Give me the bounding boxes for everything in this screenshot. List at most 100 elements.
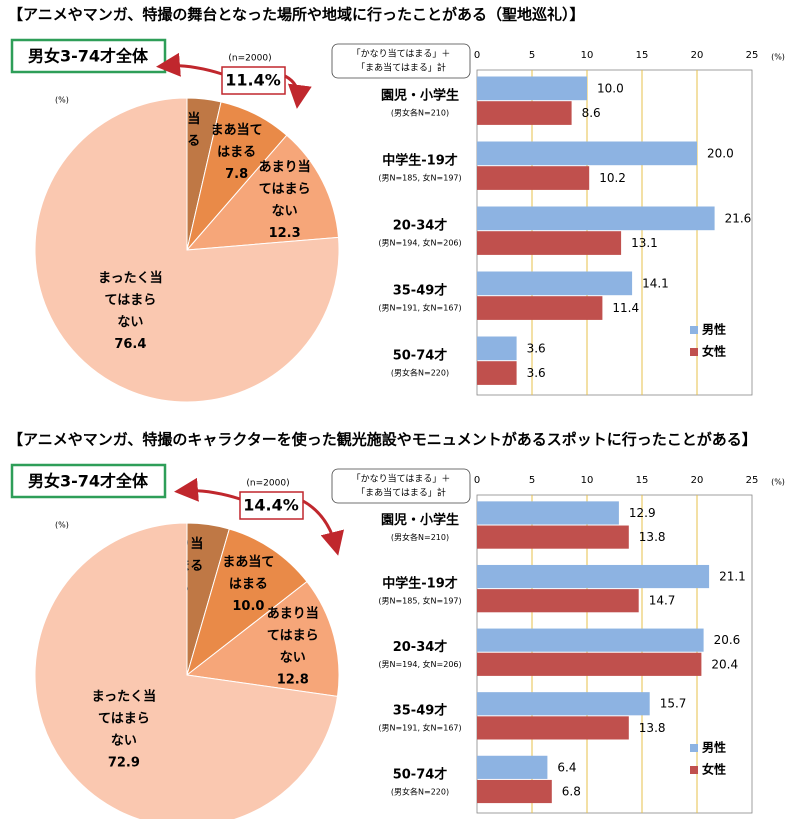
pie-slice — [34, 97, 340, 403]
category-sublabel: (男N=185, 女N=197) — [378, 596, 461, 606]
value-label: 6.4 — [557, 760, 576, 774]
bar — [477, 755, 548, 779]
slice-label: はまる — [229, 577, 268, 592]
value-label: 8.6 — [582, 106, 601, 120]
header: 「まあ当てはまる」計 — [356, 62, 446, 74]
bar — [477, 206, 715, 231]
category-label: 50-74才 — [393, 766, 448, 782]
slice-label: てはまら — [259, 182, 311, 197]
category-label: 20-34才 — [393, 639, 448, 655]
slice-label: あまり当 — [267, 605, 319, 621]
value-label: 11.4 — [612, 301, 639, 315]
bar — [477, 361, 517, 385]
slice-label: てはまら — [98, 711, 150, 726]
value-label: 3.6 — [527, 366, 546, 380]
category-label: 園児・小学生 — [381, 88, 459, 104]
slice-label: ない — [280, 650, 306, 665]
unit: (%) — [55, 96, 69, 105]
slice-label: まあ当て — [222, 554, 274, 570]
slice-value: 7.8 — [225, 167, 248, 182]
bar — [477, 296, 603, 320]
value-label: 12.9 — [629, 506, 656, 520]
pie-slice — [186, 528, 308, 677]
bar — [477, 652, 702, 676]
slice-label: ない — [272, 204, 298, 219]
slice-label: ない — [111, 733, 137, 748]
bar — [477, 628, 704, 652]
arrows-1 — [156, 52, 312, 109]
category-sublabel: (男N=191, 女N=167) — [378, 723, 461, 733]
bar — [477, 336, 517, 361]
bar — [477, 101, 572, 125]
x-tick-label: 0 — [474, 50, 480, 61]
value-label: 21.6 — [725, 211, 752, 225]
x-tick-label: 25 — [746, 50, 759, 61]
value-label: 14.7 — [649, 594, 676, 608]
bar — [477, 779, 552, 804]
total-label: 14.4% — [243, 496, 299, 515]
pie-slice — [185, 134, 340, 251]
bar — [477, 501, 619, 525]
category-sublabel: (男女各N=210) — [391, 532, 449, 542]
category-label: 中学生-19才 — [382, 576, 458, 592]
bar — [477, 231, 622, 255]
category-label: 園児・小学生 — [381, 512, 459, 528]
legend-swatch — [690, 348, 698, 356]
header: 「まあ当てはまる」計 — [356, 487, 446, 499]
header-box — [331, 43, 471, 79]
category-sublabel: (男N=194, 女N=206) — [378, 238, 461, 248]
value-label: 13.8 — [639, 530, 666, 544]
header: 「かなり当てはまる」＋ — [352, 48, 451, 60]
arrows-2 — [174, 477, 344, 556]
slice-label: まったく当 — [98, 270, 162, 286]
slice-label: まったく当 — [92, 688, 156, 704]
x-tick-label: 5 — [529, 50, 535, 61]
value-label: 13.8 — [639, 721, 666, 735]
value-label: 13.1 — [631, 236, 658, 250]
value-label: 10.0 — [597, 81, 624, 95]
legend-label: 女性 — [702, 344, 726, 359]
slice-label: はまる — [217, 145, 256, 160]
badge-box — [10, 38, 167, 74]
pie-slice — [34, 522, 339, 819]
slice-label: てはまら — [105, 293, 157, 308]
total-box — [239, 491, 304, 520]
x-tick-label: 25 — [746, 475, 759, 486]
value-label: 21.1 — [719, 570, 746, 584]
category-label: 20-34才 — [393, 218, 448, 234]
bar — [477, 564, 710, 589]
total-box — [221, 66, 286, 95]
category-sublabel: (男女各N=220) — [391, 786, 449, 796]
header: 「かなり当てはまる」＋ — [352, 473, 451, 485]
category-sublabel: (男女各N=220) — [391, 368, 449, 378]
legend-swatch — [690, 766, 698, 774]
x-tick-label: 15 — [636, 50, 649, 61]
legend-label: 男性 — [702, 740, 726, 755]
badge: 男女3-74才全体 — [28, 47, 149, 66]
category-sublabel: (男N=194, 女N=206) — [378, 659, 461, 669]
value-label: 20.0 — [707, 146, 734, 160]
legend-swatch — [690, 744, 698, 752]
value-label: 10.2 — [599, 171, 626, 185]
x-tick-label: 10 — [581, 475, 594, 486]
bar — [477, 271, 633, 296]
slice-label: まあ当て — [211, 122, 263, 138]
x-tick-label: 20 — [691, 50, 704, 61]
total-label: 11.4% — [225, 71, 281, 90]
category-sublabel: (男N=191, 女N=167) — [378, 303, 461, 313]
badge-box — [10, 463, 167, 499]
slice-value: 10.0 — [232, 599, 264, 614]
category-label: 35-49才 — [393, 703, 448, 719]
slice-value: 72.9 — [108, 755, 140, 770]
bar — [477, 166, 590, 190]
section-title: 【アニメやマンガ、特撮のキャラクターを使った観光施設やモニュメントがあるスポット… — [8, 431, 757, 449]
slice-value: 12.8 — [277, 672, 309, 687]
slice-value: 76.4 — [114, 337, 146, 352]
unit: (%) — [771, 478, 785, 487]
legend-label: 女性 — [702, 762, 726, 777]
value-label: 15.7 — [660, 697, 687, 711]
bar — [477, 525, 629, 549]
category-label: 50-74才 — [393, 348, 448, 364]
category-sublabel: (男女各N=210) — [391, 108, 449, 118]
value-label: 20.6 — [714, 633, 741, 647]
